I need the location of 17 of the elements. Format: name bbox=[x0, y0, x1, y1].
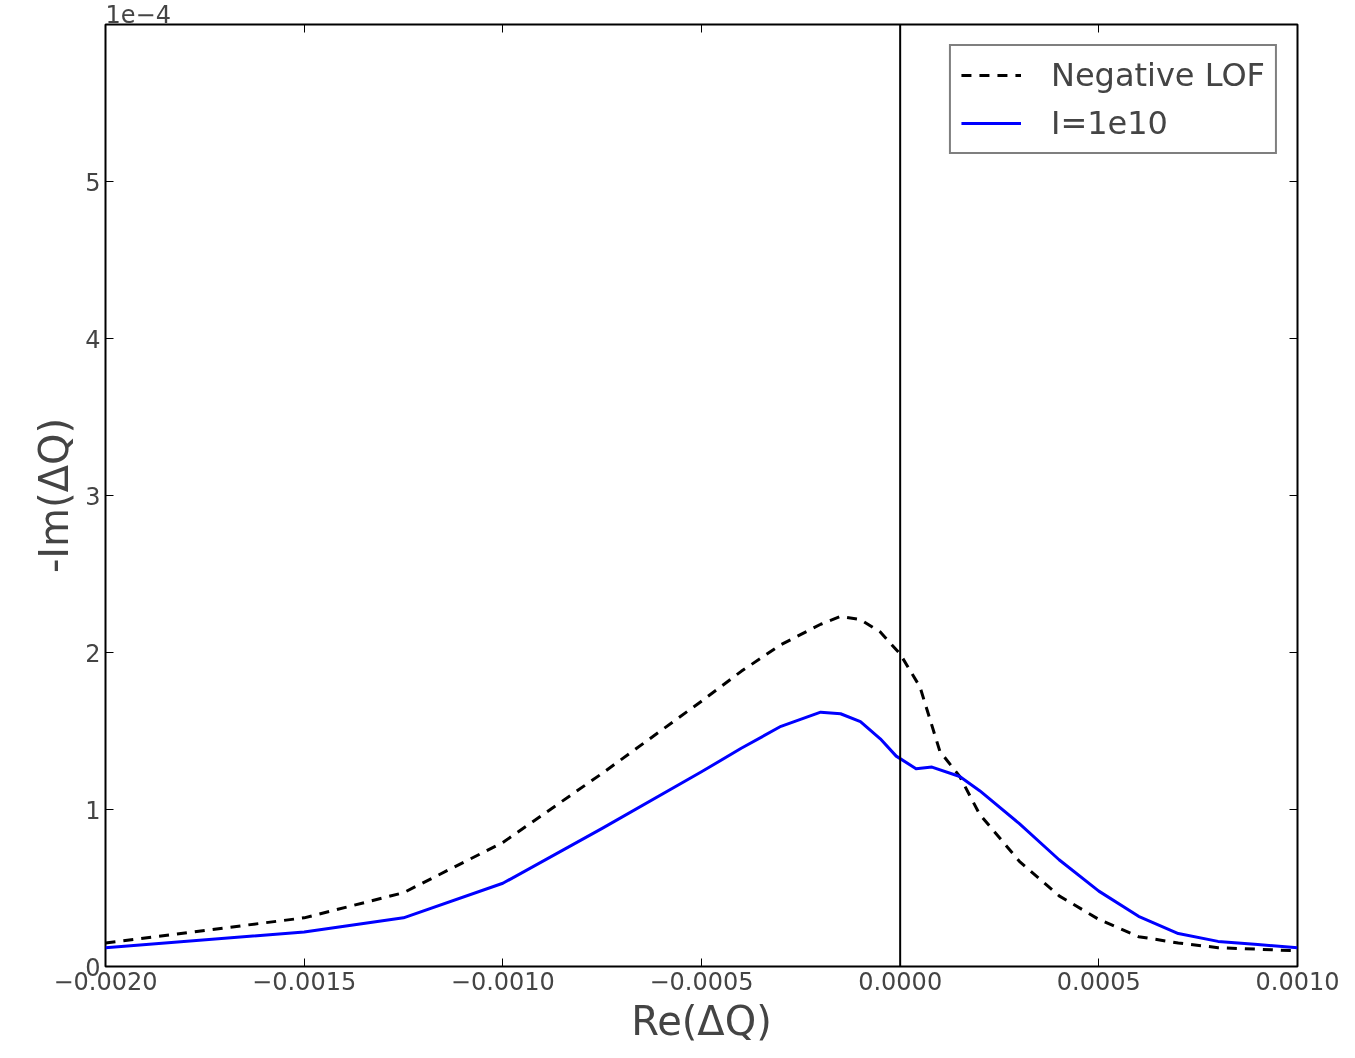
x-tick-label: 0.0000 bbox=[858, 967, 943, 996]
x-axis-title: Re(ΔQ) bbox=[631, 997, 772, 1044]
y-tick-label: 5 bbox=[85, 168, 101, 197]
y-tick-label: 4 bbox=[85, 325, 101, 354]
y-tick-label: 3 bbox=[85, 482, 101, 511]
x-tick-label: 0.0005 bbox=[1056, 967, 1141, 996]
annotation: 1e−4 bbox=[105, 0, 171, 29]
x-tick-label: −0.0005 bbox=[649, 967, 754, 996]
y-axis-title: -Im(ΔQ) bbox=[31, 417, 78, 574]
legend-label: I=1e10 bbox=[1050, 104, 1168, 142]
y-tick-label: 2 bbox=[85, 639, 101, 668]
y-tick-label: 1 bbox=[85, 796, 101, 825]
x-tick-label: −0.0015 bbox=[252, 967, 357, 996]
line-series bbox=[105, 710, 1298, 950]
x-tick-label: −0.0010 bbox=[450, 967, 555, 996]
legend-label: Negative LOF bbox=[1050, 56, 1265, 94]
x-tick-label: 0.0010 bbox=[1255, 967, 1340, 996]
